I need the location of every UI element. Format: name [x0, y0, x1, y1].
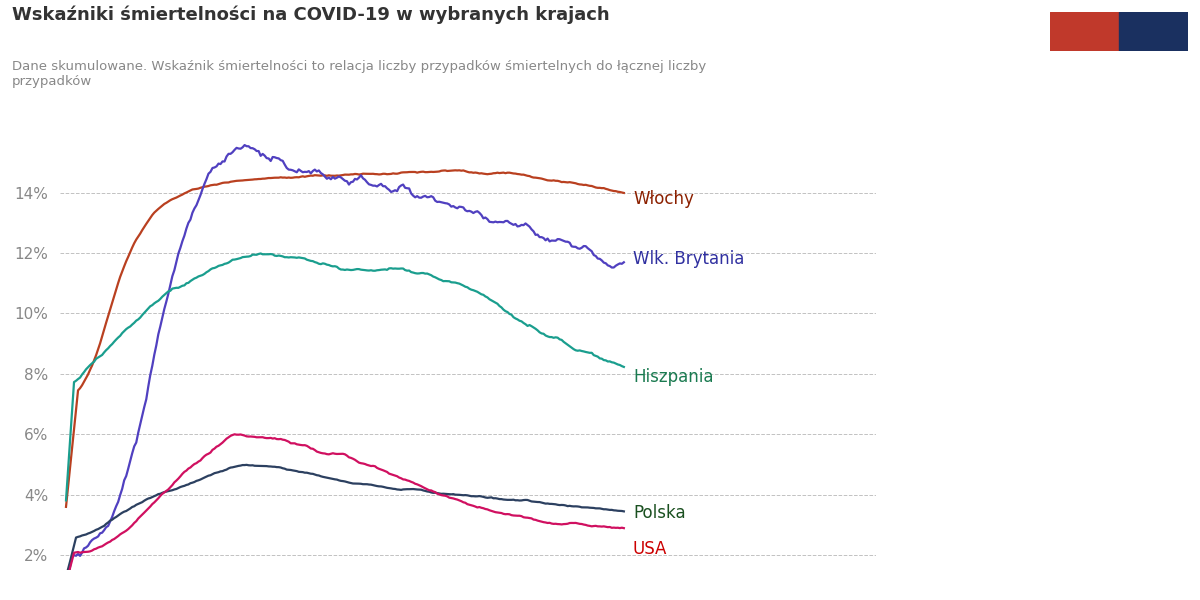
- Text: Wskaźniki śmiertelności na COVID-19 w wybranych krajach: Wskaźniki śmiertelności na COVID-19 w wy…: [12, 6, 610, 25]
- Bar: [1120, 12, 1188, 51]
- Text: Hiszpania: Hiszpania: [634, 368, 714, 386]
- Text: USA: USA: [634, 540, 667, 558]
- Text: Dane skumulowane. Wskaźnik śmiertelności to relacja liczby przypadków śmiertelny: Dane skumulowane. Wskaźnik śmiertelności…: [12, 60, 707, 88]
- Text: Wlk. Brytania: Wlk. Brytania: [634, 250, 744, 268]
- Bar: [1050, 12, 1120, 51]
- Text: Polska: Polska: [634, 503, 685, 521]
- Text: Włochy: Włochy: [634, 190, 694, 208]
